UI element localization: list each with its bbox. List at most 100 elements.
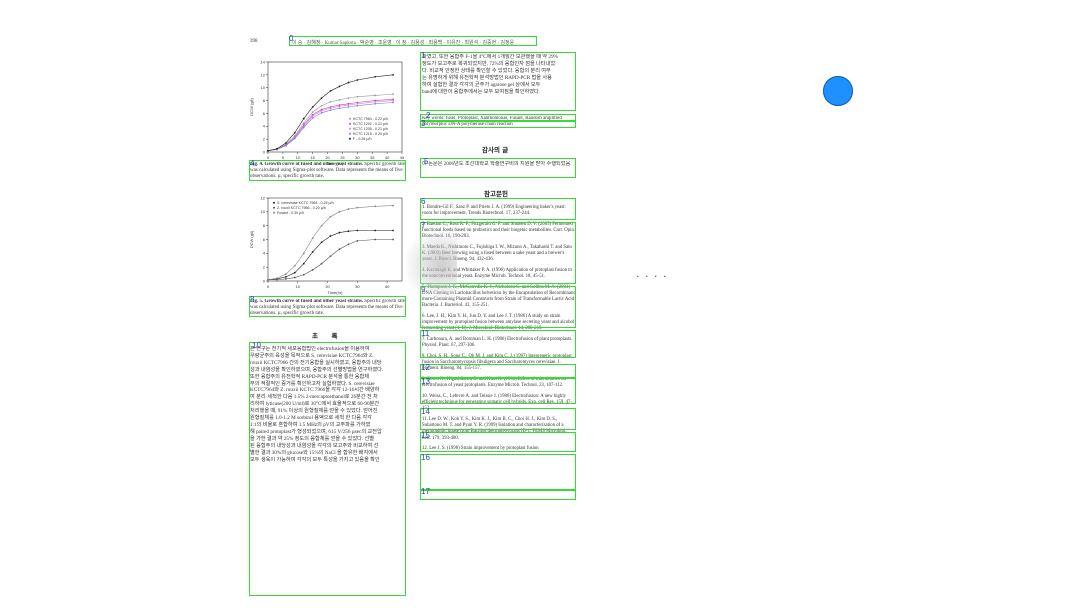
data-point: [356, 95, 359, 98]
x-axis-label: Time(hr): [328, 290, 344, 295]
fig4-caption: Fig. 4. Growth curve of fused and other …: [250, 162, 406, 184]
layout-box: [249, 160, 406, 181]
layout-box: [420, 114, 576, 121]
y-tick-label: 10: [261, 209, 266, 214]
x-tick-label: 0: [267, 284, 270, 289]
data-point: [356, 239, 359, 242]
fig5-growth-chart: 0 10 20 30 40 0 2 4 6 8 10 12 Time(hr) DCW (g/l) S. ce…: [249, 195, 403, 295]
legend-entry: KCTC 7964 - 0.22 µ/h: [353, 117, 388, 121]
data-point: [329, 107, 332, 110]
fig5-caption-title: Fig. 5. Growth curve of fused and other …: [250, 299, 364, 304]
y-axis-label: DCW (g/l): [249, 98, 254, 116]
body-text-top: 하였고, 또한 융합주 F-1을 4°C에서 1개월간 보관했을 때 약 29%…: [422, 54, 576, 110]
box-index-badge: 2: [426, 111, 431, 120]
data-point: [329, 106, 332, 108]
text-line: 는 유명하게 위해 유전학적 분석방법인 RAPD-PCR 법을 사용: [422, 74, 552, 81]
data-point: [302, 126, 305, 129]
data-point: [356, 229, 359, 232]
box-index-badge: 13: [421, 377, 430, 386]
y-tick-label: 4: [263, 251, 266, 256]
data-point: [302, 262, 305, 265]
data-point: [338, 85, 341, 88]
x-tick-label: 5: [282, 155, 285, 160]
data-point: [329, 255, 332, 257]
reference-item: 5. Thompson J. K., McConville K. J., Nic…: [422, 284, 575, 309]
data-point: [302, 122, 305, 124]
layout-box: [420, 52, 576, 111]
x-tick-label: 15: [310, 155, 315, 160]
data-point: [276, 278, 278, 281]
data-point: [338, 107, 341, 110]
data-point: [392, 99, 394, 102]
abstract-line: 별한 결과 30%의 glucose와 15%의 NaCl 을 함유한 배지에서: [250, 449, 378, 456]
data-point: [392, 93, 394, 96]
layout-box: [420, 432, 576, 452]
data-point: [338, 104, 341, 106]
data-point: [284, 142, 287, 144]
data-point: [311, 111, 314, 114]
fig5-caption-body: Specific growth rate was calculated usin…: [250, 299, 405, 317]
data-point: [329, 235, 332, 237]
legend-marker: [349, 127, 351, 130]
data-point: [374, 94, 377, 97]
abstract-line: 우량균주의 육성을 목적으로 S. cerevisiae KCTC7964와 Z…: [250, 352, 374, 359]
data-point: [374, 102, 377, 105]
series-line: [267, 74, 394, 152]
x-tick-label: 10: [296, 284, 301, 289]
data-point: [347, 97, 350, 99]
data-point: [320, 262, 323, 265]
y-tick-label: 14: [261, 59, 266, 64]
abstract-line: 원형질체를 1.0-1.2 M sorbitol 용액으로 세척 한 다음 각각: [250, 415, 372, 422]
data-point: [374, 205, 377, 208]
data-point: [284, 278, 287, 280]
document-page: 398 이 승 · 김혜정 · Kumar Sapkota · 박순영 · 조운…: [246, 32, 582, 597]
abstract-text: 본 연구는 전기적 세포융합법인 electrofusion을 이용하여 우량균주…: [250, 346, 406, 596]
fig4-caption-title: Fig. 4. Growth curve of fused and other …: [250, 162, 364, 167]
reference-item: 1. Bondre-Gil F., Sanz P. and Prieto J. …: [422, 204, 566, 216]
y-tick-label: 0: [263, 278, 266, 283]
reference-item: 8. Choi, S. H., Song C., Oh M. J. and Ki…: [422, 354, 572, 372]
legend-entry: Z. rouxii KCTC 7966 - 0.20 µ/h: [277, 206, 326, 210]
abstract-line: 된 융합주의 내당성과 내염성을 각각의 보고주와 비교하여 선: [250, 442, 379, 449]
fig5-caption: Fig. 5. Growth curve of fused and other …: [250, 299, 406, 321]
data-point: [392, 101, 394, 104]
text-line: 정도가 보고주로 복귀되었지만, 72%의 융합인자 점을 나타내었: [422, 60, 556, 67]
data-point: [284, 275, 287, 278]
data-point: [392, 98, 394, 101]
data-point: [320, 224, 323, 227]
x-tick-label: 20: [325, 155, 330, 160]
data-point: [374, 100, 377, 103]
layout-box: [420, 286, 576, 328]
data-point: [392, 204, 394, 207]
references-heading: 참고문헌: [484, 190, 508, 198]
data-point: [293, 276, 296, 279]
series-line: [267, 230, 394, 280]
data-point: [311, 115, 314, 117]
legend-entry: KCTC 1215 - 0.20 µ/h: [353, 132, 388, 136]
box-index-badge: 14: [421, 407, 430, 416]
y-tick-label: 2: [263, 137, 266, 142]
blue-circle-marker[interactable]: [823, 76, 853, 106]
abstract-line: 부의 적절적인 증거를 확인하고자 실험하였다. S. cerevisiae: [250, 380, 375, 387]
legend-entry: KCTC 1202 - 0.21 µ/h: [353, 122, 388, 126]
y-tick-label: 12: [261, 195, 266, 200]
x-tick-label: 40: [385, 155, 390, 160]
x-tick-label: 40: [385, 284, 390, 289]
data-point: [320, 104, 323, 107]
x-axis-label: Time (hr): [327, 161, 344, 166]
data-point: [276, 147, 278, 150]
legend-entry: Fusant - 0.30 µ/h: [277, 211, 304, 215]
layout-box: [420, 454, 576, 490]
abstract-line: 성과 내염성을 확인하였으며, 융합주의 선별방법을 연구하였다.: [250, 366, 384, 373]
data-point: [267, 278, 269, 281]
legend-marker: [349, 137, 351, 140]
abstract-line: 본 연구는 전기적 세포융합법인 electrofusion을 이용하여: [250, 346, 370, 352]
data-point: [374, 99, 377, 102]
data-point: [338, 231, 341, 234]
data-point: [320, 97, 323, 99]
ellipsis-indicator: · · · ·: [636, 270, 668, 283]
data-point: [276, 277, 278, 280]
abstract-line: KCTC7964와 Z. rouxii KCTC 7966을 각각 12-16시…: [250, 387, 380, 394]
data-point: [338, 99, 341, 101]
data-point: [347, 208, 350, 210]
